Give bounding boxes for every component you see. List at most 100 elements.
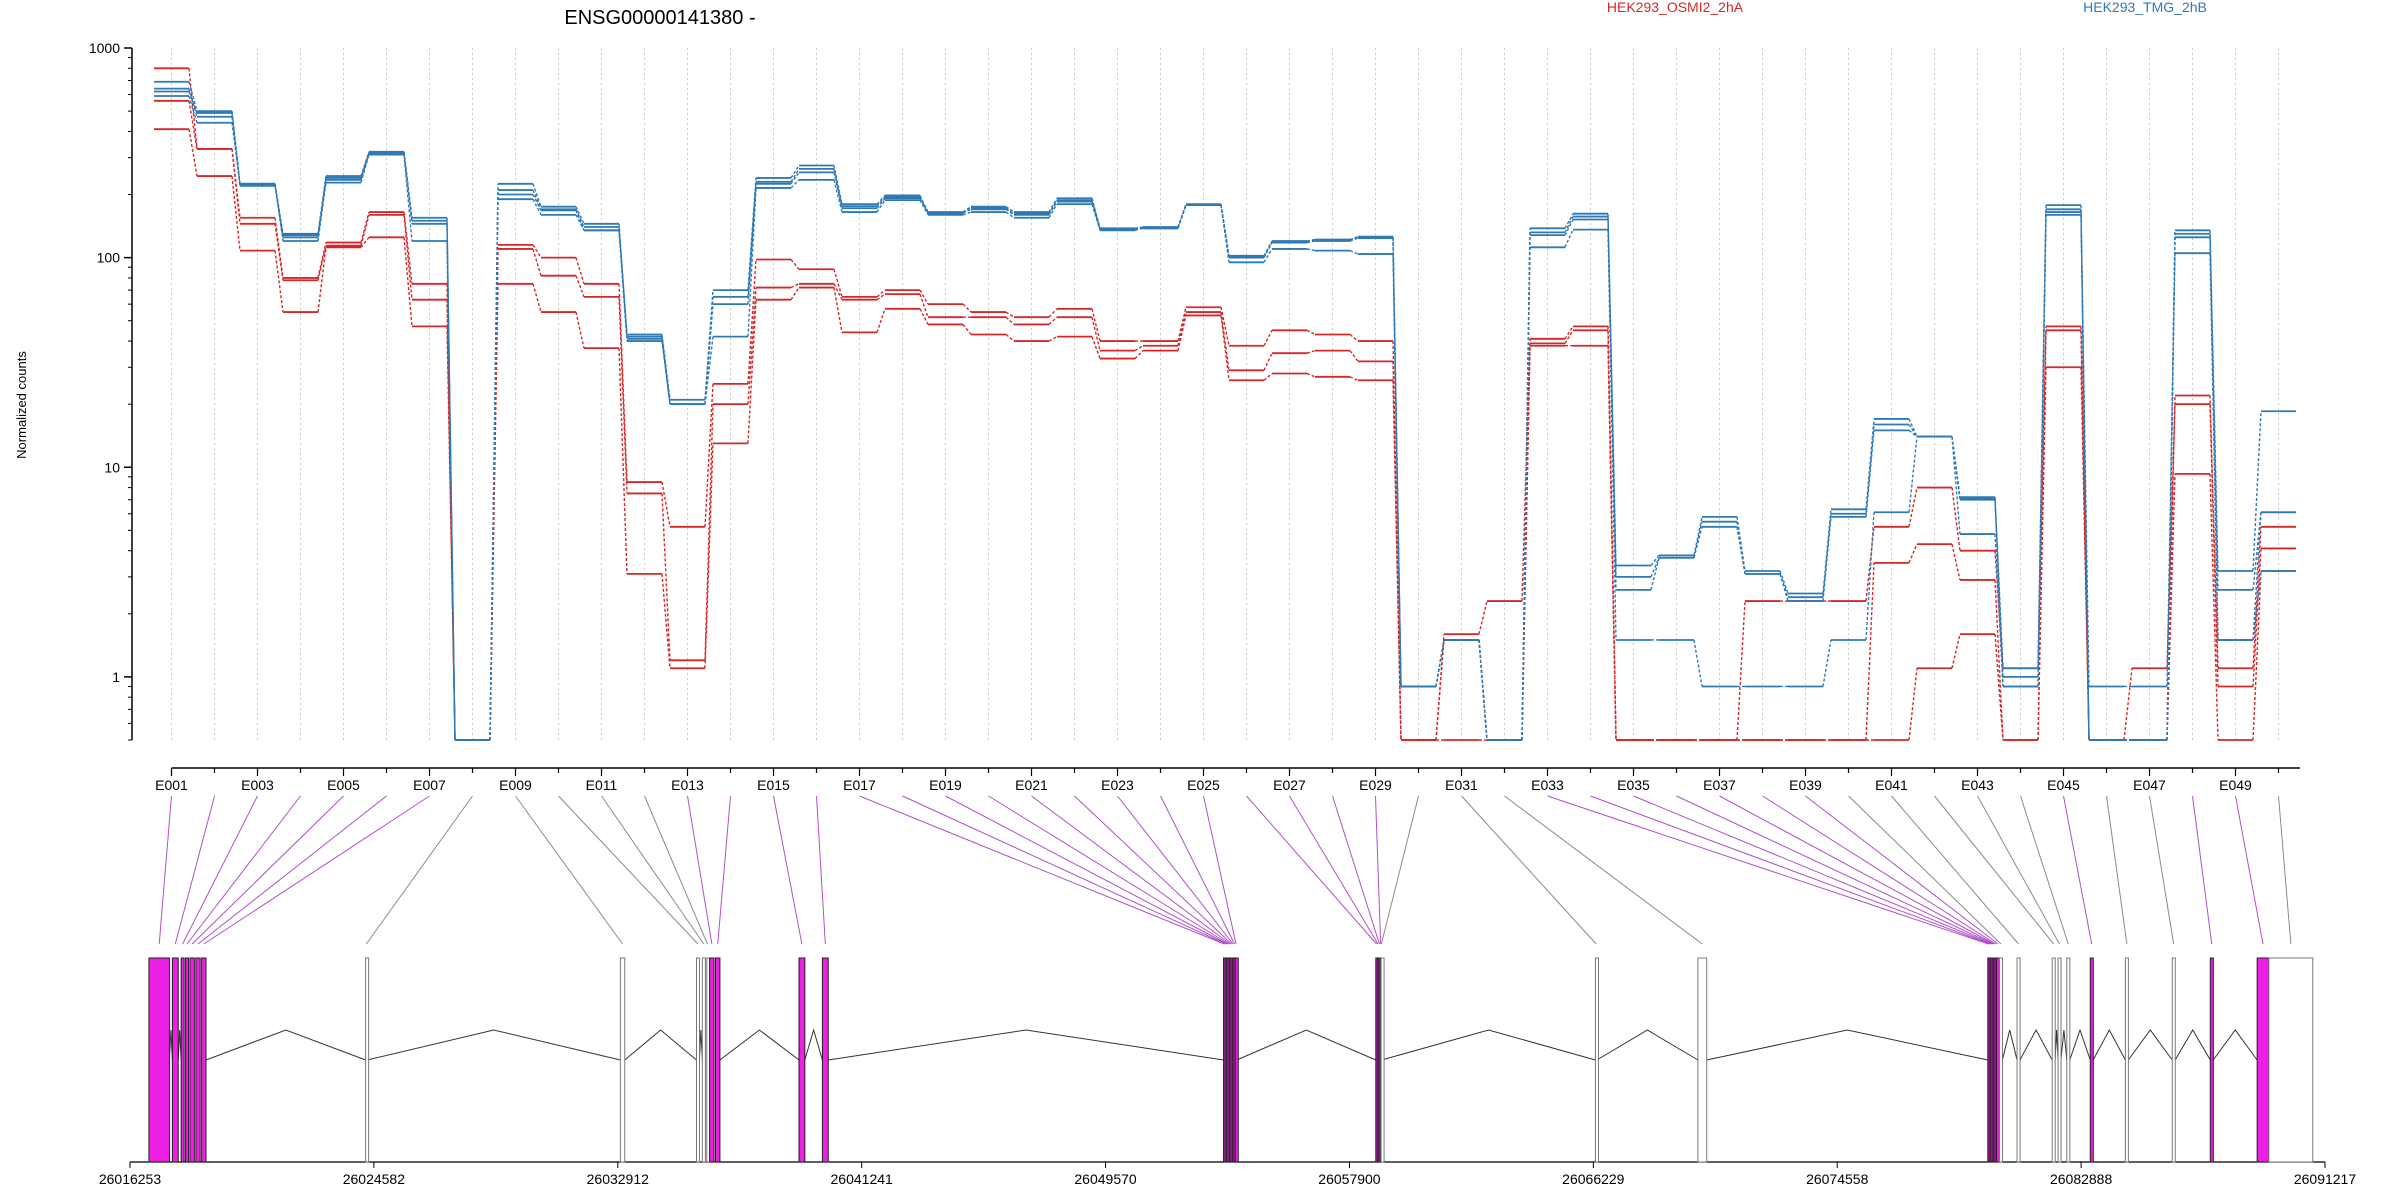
- series-transition: [1005, 206, 1015, 213]
- series-transition: [231, 148, 241, 224]
- series-transition: [2209, 253, 2219, 640]
- series-transition: [2252, 512, 2262, 590]
- series-line: [154, 128, 2296, 741]
- exon-box: [1594, 957, 1599, 1163]
- exon-connector: [1848, 795, 2002, 945]
- series-transition: [1736, 521, 1746, 574]
- exon-connector: [2278, 795, 2292, 945]
- series-transition: [833, 283, 843, 301]
- exon-box: [2268, 957, 2314, 1163]
- exon-connector: [2020, 795, 2069, 945]
- exon-connector: [717, 795, 731, 945]
- x-tick-label: E003: [241, 777, 274, 793]
- series-transition: [1908, 668, 1918, 741]
- intron-line: [2092, 1028, 2126, 1061]
- series-transition: [1564, 325, 1574, 340]
- series-transition: [962, 211, 972, 216]
- series-transition: [1564, 329, 1574, 344]
- series-transition: [661, 336, 671, 405]
- y-tick-label: 1000: [89, 40, 120, 56]
- series-transition: [532, 198, 542, 216]
- series-transition: [661, 573, 671, 669]
- series-transition: [1951, 633, 1961, 669]
- exon-connector: [1289, 795, 1379, 945]
- axes: 1 10 100 1000 E001 E003 E005 E007 E009 E011 E013 E0…: [89, 40, 2300, 793]
- genomic-tick-label: 26016253: [99, 1171, 162, 1187]
- series-transition: [1564, 229, 1574, 248]
- series-transition: [2166, 473, 2176, 741]
- exon-connector: [2063, 795, 2093, 945]
- exon-connector: [186, 795, 301, 945]
- series-transition: [403, 211, 413, 284]
- intron-line: [1236, 1029, 1377, 1061]
- x-tick-label: E039: [1789, 777, 1822, 793]
- series-transition: [188, 81, 198, 112]
- series-transition: [1263, 248, 1273, 263]
- series-transition: [1951, 487, 1961, 551]
- exon-box: [1380, 957, 1385, 1163]
- exon-connector: [2235, 795, 2264, 945]
- exon-connector: [515, 795, 623, 945]
- series-transition: [1951, 543, 1961, 581]
- grid-lines: [171, 48, 2279, 740]
- series-transition: [1306, 238, 1316, 242]
- exon-box: [2057, 957, 2062, 1163]
- series-line: [154, 87, 2296, 741]
- series-transition: [231, 116, 241, 186]
- genomic-tick-label: 26074558: [1806, 1171, 1869, 1187]
- intron-line: [719, 1029, 800, 1061]
- exon-box: [821, 957, 829, 1163]
- exon-box: [619, 957, 626, 1163]
- series-transition: [1564, 219, 1574, 236]
- exon-box: [1234, 957, 1239, 1163]
- series-transition: [575, 209, 585, 228]
- x-tick-label: E001: [155, 777, 188, 793]
- exon-connector: [191, 795, 344, 945]
- series-transition: [1994, 634, 2004, 741]
- exon-connector: [1504, 795, 1703, 945]
- intron-line: [1381, 1029, 1596, 1061]
- series-transition: [532, 283, 542, 313]
- exon-connector: [1160, 795, 1235, 945]
- x-tick-label: E015: [757, 777, 790, 793]
- exon-connector: [1934, 795, 2055, 945]
- exon-connector: [1203, 795, 1237, 945]
- exon-box: [2066, 957, 2071, 1163]
- series-transition: [876, 194, 886, 205]
- series-transition: [1306, 349, 1316, 354]
- exon-box: [695, 957, 700, 1163]
- series-transition: [1306, 248, 1316, 252]
- genomic-tick-label: 26066229: [1562, 1171, 1625, 1187]
- exon-connector: [1117, 795, 1234, 945]
- series-transition: [1220, 315, 1230, 381]
- series-transition: [1263, 241, 1273, 258]
- x-tick-label: E033: [1531, 777, 1564, 793]
- series-transition: [2252, 570, 2262, 741]
- series-transition: [1564, 213, 1574, 229]
- exon-connector: [859, 795, 1225, 945]
- exon-connector: [2192, 795, 2213, 945]
- series-transition: [1822, 639, 1832, 687]
- series-transition: [188, 68, 198, 150]
- genomic-tick-label: 26049570: [1074, 1171, 1137, 1187]
- series-transition: [274, 184, 284, 236]
- series-transition: [2123, 668, 2133, 741]
- exon-connector: [1246, 795, 1377, 945]
- series-transition: [1177, 204, 1187, 228]
- series-transition: [1650, 554, 1660, 566]
- series-transition: [790, 259, 800, 270]
- exon-box: [2256, 957, 2270, 1163]
- exon-connector: [1332, 795, 1380, 945]
- series-transition: [360, 152, 370, 179]
- y-axis-label: Normalized counts: [14, 351, 29, 459]
- genomic-tick-label: 26032912: [587, 1171, 650, 1187]
- series-transition: [1048, 316, 1058, 325]
- series-transition: [1048, 203, 1058, 219]
- series-transition: [360, 151, 370, 177]
- series-transition: [1220, 205, 1230, 263]
- exon-box: [1998, 957, 2003, 1163]
- series-transition: [1134, 226, 1144, 230]
- intron-line: [2174, 1029, 2211, 1061]
- series-transition: [962, 303, 972, 313]
